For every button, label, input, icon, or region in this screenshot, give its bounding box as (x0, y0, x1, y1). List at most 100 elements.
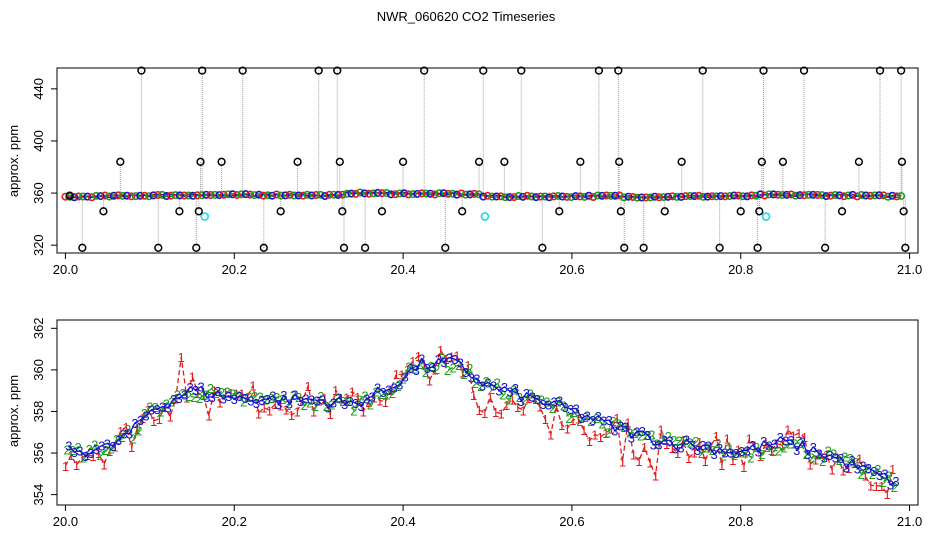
bottom-series-2-marker: 2 (152, 400, 159, 415)
bottom-series-2-marker: 2 (439, 351, 446, 366)
bottom-series-2-marker: 2 (841, 449, 848, 464)
bottom-series-2-marker: 2 (665, 429, 672, 444)
top-outlier-point (338, 207, 347, 216)
top-point (545, 193, 554, 202)
bottom-series-1-marker: 1 (426, 374, 433, 389)
top-point (268, 191, 277, 200)
bottom-series-3-marker: 3 (247, 394, 254, 409)
bottom-series-2-marker: 2 (124, 422, 131, 437)
bottom-chart: 1111111111111111111111111111111111111111… (6, 317, 922, 529)
bottom-series-2-marker: 2 (405, 360, 412, 375)
bottom-series-3-marker: 3 (330, 396, 337, 411)
bottom-series-3-marker: 3 (870, 464, 877, 479)
bottom-series-1-marker: 1 (486, 390, 493, 405)
bottom-series-3-marker: 3 (738, 444, 745, 459)
bottom-series-1-marker: 1 (84, 448, 91, 463)
top-point (844, 191, 853, 200)
bottom-series-1-marker: 1 (271, 397, 278, 412)
top-chart-data (61, 66, 910, 252)
top-point (391, 190, 400, 199)
bottom-series-3-marker: 3 (319, 393, 326, 408)
bottom-series-3-marker: 3 (661, 433, 668, 448)
bottom-series-3-marker: 3 (484, 376, 491, 391)
top-flagged-point (200, 212, 210, 221)
top-outlier-point (314, 66, 323, 75)
bottom-series-3-marker: 3 (699, 438, 706, 453)
bottom-series-1-marker: 1 (735, 442, 742, 457)
bottom-series-1-marker: 1 (134, 422, 141, 437)
top-point (197, 191, 206, 200)
bottom-series-3-marker: 3 (551, 394, 558, 409)
bottom-series-1-marker: 1 (602, 426, 609, 441)
bottom-series-2-marker: 2 (576, 414, 583, 429)
top-outlier-point (360, 243, 370, 252)
bottom-series-1-marker: 1 (249, 379, 256, 394)
bottom-series-2-marker: 2 (494, 375, 501, 390)
bottom-series-3-marker: 3 (148, 403, 155, 418)
bottom-series-2-marker: 2 (102, 443, 109, 458)
top-point (413, 189, 422, 198)
bottom-series-3-marker: 3 (109, 439, 116, 454)
bottom-series-3-marker: 3 (308, 392, 315, 407)
top-point (888, 191, 897, 200)
bottom-series-2-marker: 2 (836, 453, 843, 468)
bottom-series-3-marker: 3 (98, 438, 105, 453)
bottom-series-2-marker: 2 (681, 433, 688, 448)
top-point (734, 191, 743, 200)
top-point (193, 191, 202, 200)
bottom-series-3-marker: 3 (716, 441, 723, 456)
bottom-series-1-marker: 1 (464, 358, 471, 373)
top-point (206, 191, 215, 200)
top-point (668, 192, 677, 201)
top-point (114, 191, 123, 200)
top-point (435, 189, 444, 198)
bottom-series-2-marker: 2 (185, 389, 192, 404)
bottom-series-2-marker: 2 (179, 386, 186, 401)
top-point (70, 193, 79, 202)
top-point (281, 191, 290, 200)
bottom-series-2-marker: 2 (621, 420, 628, 435)
bottom-series-1-marker: 1 (150, 414, 157, 429)
bottom-series-2-marker: 2 (874, 462, 881, 477)
bottom-series-3-marker: 3 (369, 389, 376, 404)
top-outlier-point (458, 207, 467, 216)
bottom-series-3-marker: 3 (65, 439, 72, 454)
bottom-series-3-marker: 3 (584, 408, 591, 423)
bottom-series-1-marker: 1 (873, 479, 880, 494)
bottom-series-1-marker: 1 (635, 454, 642, 469)
top-point (655, 193, 664, 202)
bottom-series-1-marker: 1 (679, 433, 686, 448)
top-outlier-point (594, 66, 604, 75)
bottom-series-3-marker: 3 (490, 378, 497, 393)
bottom-series-3-marker: 3 (137, 413, 144, 428)
bottom-series-3-marker: 3 (280, 388, 287, 403)
top-point (101, 191, 110, 200)
bottom-series-1-marker: 1 (762, 436, 769, 451)
top-point (853, 192, 862, 201)
bottom-series-3-marker: 3 (843, 461, 850, 476)
bottom-series-1-marker: 1 (67, 448, 74, 463)
bottom-series-1-marker: 1 (167, 410, 174, 425)
bottom-series-3-marker: 3 (391, 380, 398, 395)
bottom-chart-xtick-label: 20.0 (53, 514, 78, 529)
bottom-series-2-marker: 2 (698, 446, 705, 461)
top-outlier-point (854, 157, 864, 166)
top-point (109, 191, 118, 200)
bottom-series-2-marker: 2 (350, 403, 357, 418)
top-point (334, 190, 343, 199)
bottom-series-3-marker: 3 (203, 390, 210, 405)
bottom-series-1-marker: 1 (580, 423, 587, 438)
bottom-series-1-marker: 1 (106, 444, 113, 459)
bottom-series-2-marker: 2 (383, 388, 390, 403)
top-point (536, 192, 545, 201)
bottom-series-1-line (64, 348, 894, 496)
top-point (329, 190, 338, 199)
top-point (822, 192, 831, 201)
bottom-series-3-marker: 3 (435, 352, 442, 367)
bottom-series-3-marker: 3 (407, 361, 414, 376)
bottom-series-3-marker: 3 (324, 400, 331, 415)
bottom-series-3-marker: 3 (628, 431, 635, 446)
bottom-series-1-marker: 1 (393, 367, 400, 382)
bottom-series-1-marker: 1 (316, 394, 323, 409)
